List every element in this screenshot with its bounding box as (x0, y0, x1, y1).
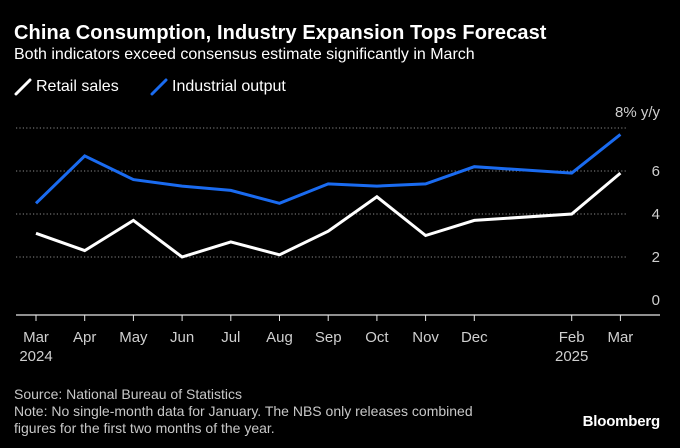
footnote-line-2: figures for the first two months of the … (14, 420, 275, 436)
x-tick-year-label: 2025 (555, 348, 588, 365)
x-tick-label: Aug (266, 329, 293, 346)
x-tick-label: Feb (559, 329, 585, 346)
y-axis: 0 2 4 6 8% y/y (615, 104, 661, 309)
footnote-line-1: Note: No single-month data for January. … (14, 403, 473, 419)
grid (16, 127, 660, 316)
x-tick-label: Nov (412, 329, 439, 346)
bloomberg-logo: Bloomberg (582, 413, 661, 430)
y-tick-label: 6 (652, 163, 660, 180)
chart-subtitle: Both indicators exceed consensus estimat… (14, 46, 475, 63)
x-tick-label: Jul (221, 329, 240, 346)
series-line-industrial-output (34, 133, 622, 205)
source-note: Source: National Bureau of Statistics (14, 386, 243, 402)
legend-swatch-retail-sales (14, 78, 32, 96)
y-tick-label: 4 (652, 206, 660, 223)
y-tick-label: 8% y/y (615, 104, 661, 121)
x-tick-label: Dec (461, 329, 488, 346)
x-tick-label: May (119, 329, 148, 346)
x-tick-label: Apr (73, 329, 96, 346)
series-line-retail-sales (35, 171, 622, 259)
legend-label-retail-sales: Retail sales (36, 78, 119, 95)
series-lines (34, 133, 622, 259)
x-tick-label: Mar (23, 329, 49, 346)
y-tick-label: 2 (652, 249, 660, 266)
x-tick-year-label: 2024 (19, 348, 52, 365)
chart-title: China Consumption, Industry Expansion To… (14, 22, 547, 44)
legend-swatch-industrial-output (150, 78, 168, 96)
x-tick-label: Sep (315, 329, 342, 346)
x-axis: Mar 2024 Apr May Jun Jul Aug Sep Oct Nov Dec Feb 202… (19, 315, 633, 365)
legend-label-industrial-output: Industrial output (172, 78, 286, 95)
x-tick-label: Jun (170, 329, 194, 346)
x-tick-label: Oct (365, 329, 389, 346)
x-tick-label: Mar (607, 329, 633, 346)
y-tick-label: 0 (652, 292, 660, 309)
